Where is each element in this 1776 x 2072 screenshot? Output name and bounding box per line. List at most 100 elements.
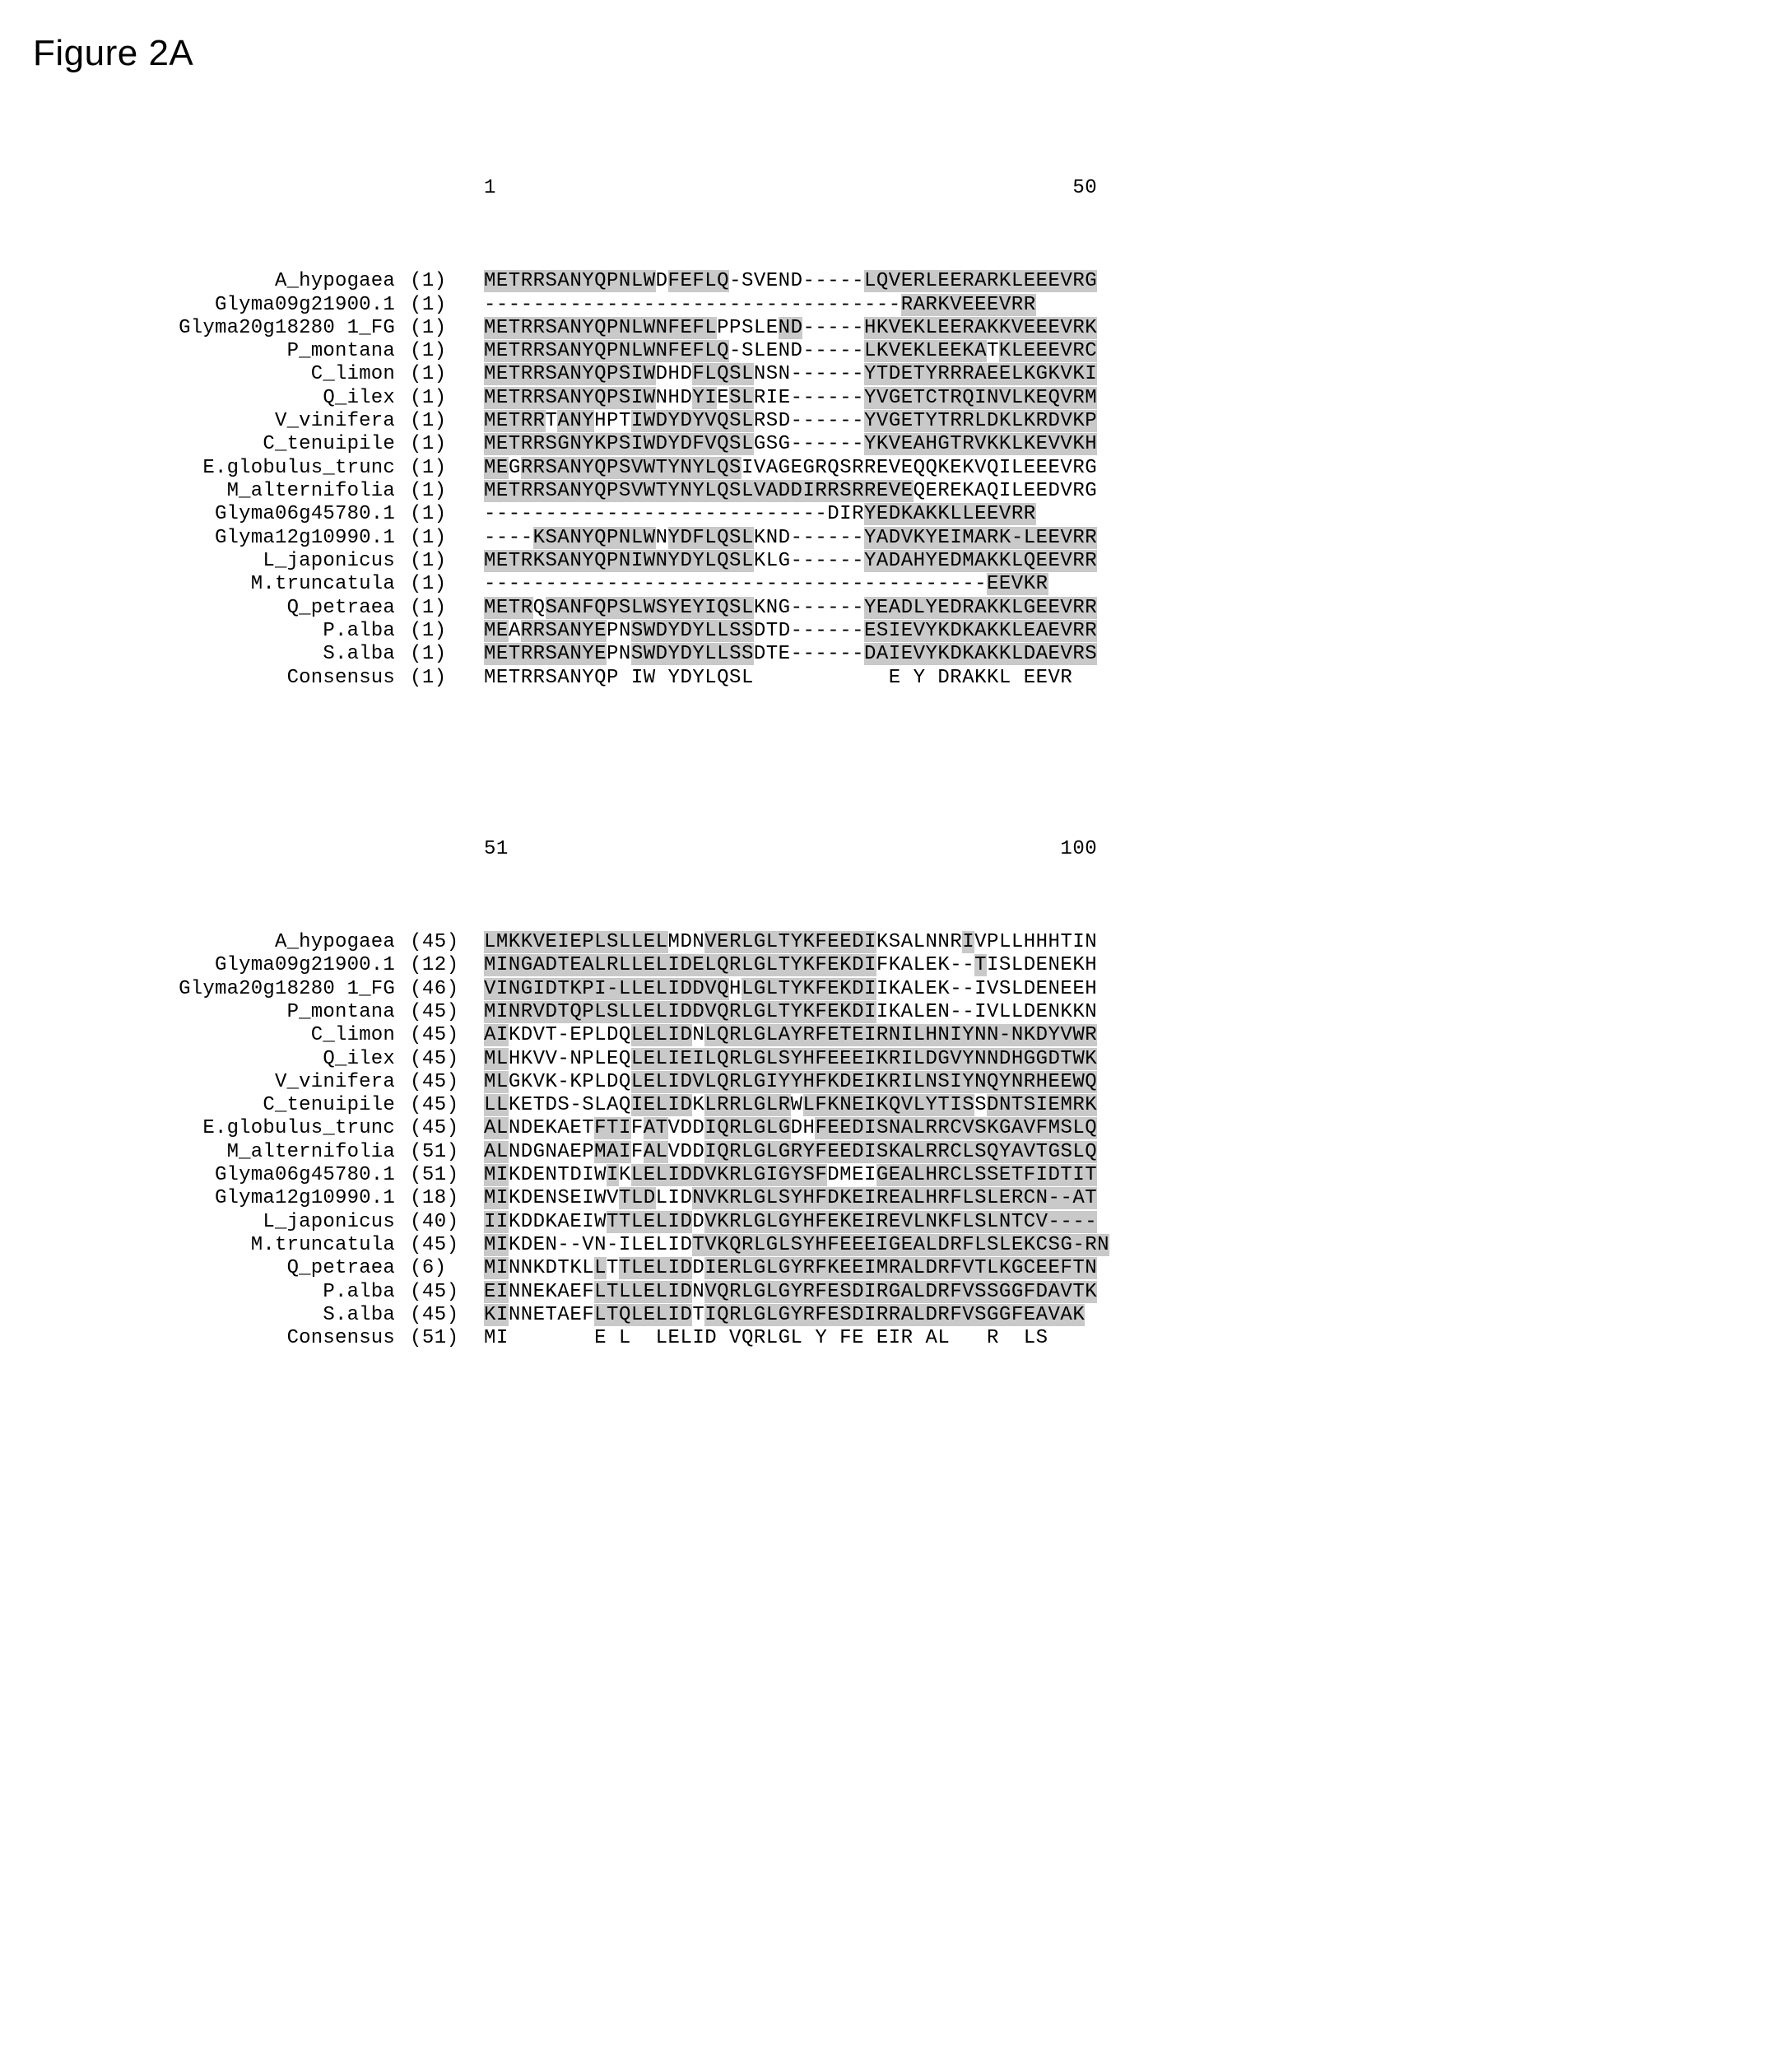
sequence: MIKDENSEIWVTLDLIDNVKRLGLSYHFDKEIREALHRFL… <box>484 1187 1097 1210</box>
position: (51) <box>410 1327 484 1350</box>
sequence: MIKDENTDIWIKLELIDDVKRLGIGYSFDMEIGEALHRCL… <box>484 1164 1097 1187</box>
species-label: M_alternifolia <box>33 1141 410 1164</box>
species-label: C_limon <box>33 363 410 386</box>
alignment-row: C_tenuipile(45)LLKETDS-SLAQIELIDKLRRLGLR… <box>33 1094 1743 1117</box>
alignment-row: Glyma12g10990.1(1)----KSANYQPNLWNYDFLQSL… <box>33 527 1743 550</box>
position: (1) <box>410 667 484 690</box>
sequence: METRRSANYQPNLWNFEFLPPSLEND-----HKVEKLEER… <box>484 317 1097 340</box>
species-label: V_vinifera <box>33 410 410 433</box>
sequence: ALNDGNAEPMAIFALVDDIQRLGLGRYFEEDISKALRRCL… <box>484 1141 1097 1164</box>
position: (1) <box>410 620 484 643</box>
sequence: METRRSANYEPNSWDYDYLLSSDTE------DAIEVYKDK… <box>484 643 1097 666</box>
species-label: Glyma20g18280 1_FG <box>33 978 410 1001</box>
position: (1) <box>410 503 484 526</box>
sequence: EINNEKAEFLTLLELIDNVQRLGLGYRFESDIRGALDRFV… <box>484 1281 1097 1304</box>
species-label: A_hypogaea <box>33 931 410 954</box>
position: (45) <box>410 1001 484 1024</box>
position: (45) <box>410 1234 484 1257</box>
sequence: ----------------------------DIRYEDKAKKLL… <box>484 503 1036 526</box>
sequence: MINRVDTQPLSLLELIDDVQRLGLTYKFEKDIIKALEN--… <box>484 1001 1097 1024</box>
alignment-row: Consensus(51)MI E L LELID VQRLGL Y FE EI… <box>33 1327 1743 1350</box>
alignment-row: P_montana(45)MINRVDTQPLSLLELIDDVQRLGLTYK… <box>33 1001 1743 1024</box>
species-label: C_tenuipile <box>33 1094 410 1117</box>
sequence: MINGADTEALRLLELIDELQRLGLTYKFEKDIFKALEK--… <box>484 954 1097 977</box>
figure-caption: Figure 2A <box>33 33 1743 74</box>
position: (1) <box>410 387 484 410</box>
sequence: METRKSANYQPNIWNYDYLQSLKLG------YADAHYEDM… <box>484 550 1097 573</box>
ruler-block2: 51 100 <box>33 838 1743 861</box>
alignment-row: L_japonicus(40)IIKDDKAEIWTTLELIDDVKRLGLG… <box>33 1211 1743 1234</box>
sequence: MLHKVV-NPLEQLELIEILQRLGLSYHFEEEIKRILDGVY… <box>484 1048 1097 1071</box>
species-label: Glyma06g45780.1 <box>33 503 410 526</box>
species-label: Q_ilex <box>33 1048 410 1071</box>
ruler-block1: 1 50 <box>33 177 1743 200</box>
sequence: METRRSANYQPSIWDHDFLQSLNSN------YTDETYRRR… <box>484 363 1097 386</box>
species-label: Glyma09g21900.1 <box>33 954 410 977</box>
species-label: E.globulus_trunc <box>33 1117 410 1140</box>
position: (45) <box>410 1048 484 1071</box>
position: (6) <box>410 1257 484 1280</box>
position: (1) <box>410 573 484 596</box>
sequence: METRRSANYQPSVWTYNYLQSLVADDIRRSRREVEQEREK… <box>484 480 1097 503</box>
sequence: METRRSANYQP IW YDYLQSL E Y DRAKKL EEVR <box>484 667 1085 690</box>
species-label: Q_ilex <box>33 387 410 410</box>
position: (1) <box>410 597 484 620</box>
alignment-row: E.globulus_trunc(1)MEGRRSANYQPSVWTYNYLQS… <box>33 457 1743 480</box>
sequence: IIKDDKAEIWTTLELIDDVKRLGLGYHFEKEIREVLNKFL… <box>484 1211 1097 1234</box>
sequence: METRQSANFQPSLWSYEYIQSLKNG------YEADLYEDR… <box>484 597 1097 620</box>
position: (45) <box>410 931 484 954</box>
sequence: METRRSANYQPSIWNHDYIESLRIE------YVGETCTRQ… <box>484 387 1097 410</box>
species-label: P.alba <box>33 1281 410 1304</box>
position: (46) <box>410 978 484 1001</box>
species-label: P_montana <box>33 1001 410 1024</box>
position: (45) <box>410 1024 484 1047</box>
species-label: M.truncatula <box>33 573 410 596</box>
alignment-row: L_japonicus(1)METRKSANYQPNIWNYDYLQSLKLG-… <box>33 550 1743 573</box>
species-label: A_hypogaea <box>33 270 410 293</box>
ruler-end: 50 <box>1072 177 1097 200</box>
alignment-row: S.alba(1)METRRSANYEPNSWDYDYLLSSDTE------… <box>33 643 1743 666</box>
position: (1) <box>410 340 484 363</box>
sequence: ----KSANYQPNLWNYDFLQSLKND------YADVKYEIM… <box>484 527 1097 550</box>
position: (1) <box>410 363 484 386</box>
alignment-row: Q_petraea(6)MINNKDTKLLTTLELIDDIERLGLGYRF… <box>33 1257 1743 1280</box>
sequence: LMKKVEIEPLSLLELMDNVERLGLTYKFEEDIKSALNNRI… <box>484 931 1097 954</box>
position: (51) <box>410 1164 484 1187</box>
species-label: Glyma09g21900.1 <box>33 294 410 317</box>
species-label: Glyma20g18280 1_FG <box>33 317 410 340</box>
alignment-row: C_limon(45)AIKDVT-EPLDQLELIDNLQRLGLAYRFE… <box>33 1024 1743 1047</box>
sequence: VINGIDTKPI-LLELIDDVQHLGLTYKFEKDIIKALEK--… <box>484 978 1097 1001</box>
position: (45) <box>410 1117 484 1140</box>
position: (1) <box>410 433 484 456</box>
species-label: Glyma12g10990.1 <box>33 527 410 550</box>
position: (1) <box>410 643 484 666</box>
position: (45) <box>410 1281 484 1304</box>
position: (1) <box>410 457 484 480</box>
ruler-start: 1 <box>484 177 496 200</box>
position: (45) <box>410 1071 484 1094</box>
alignment-row: Consensus(1)METRRSANYQP IW YDYLQSL E Y D… <box>33 667 1743 690</box>
alignment-row: M_alternifolia(51)ALNDGNAEPMAIFALVDDIQRL… <box>33 1141 1743 1164</box>
species-label: Q_petraea <box>33 597 410 620</box>
position: (1) <box>410 410 484 433</box>
sequence: KINNETAEFLTQLELIDTIQRLGLGYRFESDIRRALDRFV… <box>484 1304 1085 1327</box>
alignment-row: C_limon(1)METRRSANYQPSIWDHDFLQSLNSN-----… <box>33 363 1743 386</box>
species-label: L_japonicus <box>33 550 410 573</box>
alignment-row: Glyma20g18280 1_FG(46)VINGIDTKPI-LLELIDD… <box>33 978 1743 1001</box>
species-label: V_vinifera <box>33 1071 410 1094</box>
alignment-row: M_alternifolia(1)METRRSANYQPSVWTYNYLQSLV… <box>33 480 1743 503</box>
species-label: S.alba <box>33 643 410 666</box>
ruler-end: 100 <box>1060 838 1097 861</box>
alignment-row: Glyma20g18280 1_FG(1)METRRSANYQPNLWNFEFL… <box>33 317 1743 340</box>
sequence: LLKETDS-SLAQIELIDKLRRLGLRWLFKNEIKQVLYTIS… <box>484 1094 1097 1117</box>
alignment-row: E.globulus_trunc(45)ALNDEKAETFTIFATVDDIQ… <box>33 1117 1743 1140</box>
alignment: 1 50 A_hypogaea(1)METRRSANYQPNLWDFEFLQ-S… <box>33 107 1743 1397</box>
alignment-row: Glyma06g45780.1(1)----------------------… <box>33 503 1743 526</box>
species-label: C_tenuipile <box>33 433 410 456</box>
ruler-start: 51 <box>484 838 509 861</box>
species-label: M.truncatula <box>33 1234 410 1257</box>
alignment-row: P.alba(45)EINNEKAEFLTLLELIDNVQRLGLGYRFES… <box>33 1281 1743 1304</box>
alignment-row: P.alba(1)MEARRSANYEPNSWDYDYLLSSDTD------… <box>33 620 1743 643</box>
species-label: Consensus <box>33 667 410 690</box>
position: (45) <box>410 1304 484 1327</box>
